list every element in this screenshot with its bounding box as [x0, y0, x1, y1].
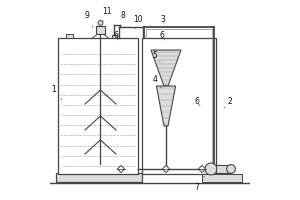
Bar	[56, 173, 142, 182]
Text: 4: 4	[153, 75, 161, 88]
Text: 5: 5	[152, 51, 160, 62]
Text: 11: 11	[102, 6, 112, 22]
Text: 1: 1	[52, 85, 62, 100]
Text: 3: 3	[160, 16, 165, 24]
Bar	[202, 174, 242, 182]
Circle shape	[98, 21, 103, 25]
Bar	[142, 38, 216, 174]
Bar	[66, 34, 73, 38]
Text: 6: 6	[195, 98, 200, 106]
Circle shape	[226, 165, 236, 173]
Polygon shape	[151, 50, 181, 86]
Text: 8: 8	[121, 11, 125, 26]
Text: 10: 10	[133, 16, 143, 29]
Text: 2: 2	[224, 98, 232, 108]
Text: 6: 6	[114, 31, 118, 40]
Polygon shape	[117, 165, 124, 173]
Bar	[216, 165, 230, 173]
Polygon shape	[198, 165, 206, 173]
Bar	[112, 35, 117, 38]
Circle shape	[205, 163, 217, 175]
Text: 6: 6	[160, 31, 165, 40]
Bar	[58, 38, 138, 174]
Bar	[96, 26, 105, 34]
Polygon shape	[162, 165, 169, 173]
Text: 7: 7	[195, 176, 204, 192]
Text: 9: 9	[85, 11, 93, 28]
Polygon shape	[156, 86, 176, 126]
